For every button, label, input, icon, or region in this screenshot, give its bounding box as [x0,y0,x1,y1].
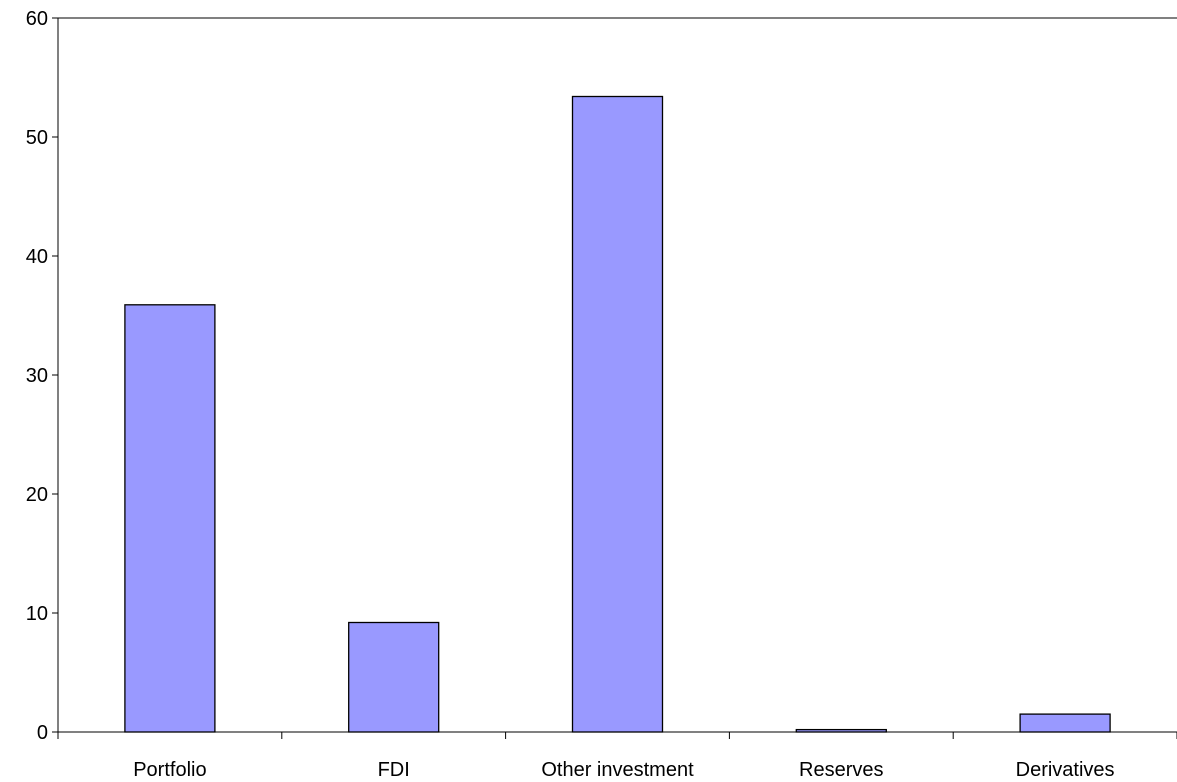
x-tick-label: FDI [378,759,410,781]
x-tick-label: Reserves [799,759,883,781]
y-tick-label: 0 [37,722,48,744]
x-tick-label: Derivatives [1016,759,1115,781]
y-axis-ticks: 0 10 20 30 40 50 60 [26,8,58,744]
bar-fdi [348,621,440,733]
bar-derivatives [1019,713,1111,733]
y-tick-label: 50 [26,127,48,149]
x-axis-ticks: Portfolio FDI Other investment Reserves Deri… [57,732,1177,781]
y-tick-label: 20 [26,484,48,506]
y-tick-label: 40 [26,246,48,268]
bar-portfolio [124,304,216,733]
x-tick-label: Other investment [541,759,694,781]
y-tick-label: 60 [26,8,48,30]
y-tick-label: 30 [26,365,48,387]
bars [124,95,1111,733]
x-tick-label: Portfolio [133,759,206,781]
bar-other-investment [571,95,664,733]
y-tick-label: 10 [26,603,48,625]
